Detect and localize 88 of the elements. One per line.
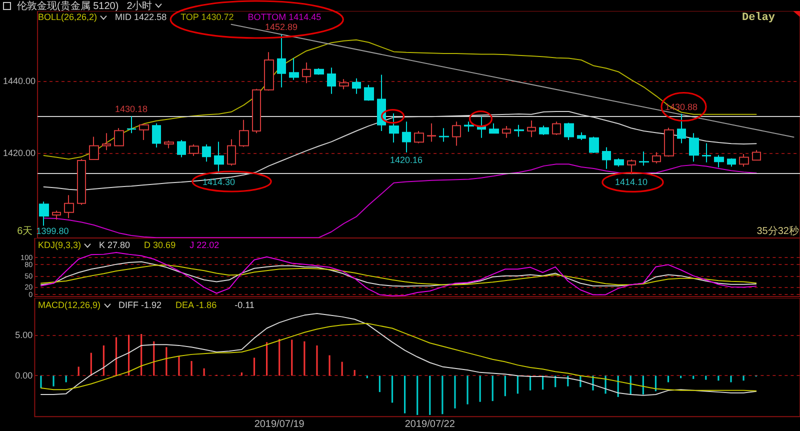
annotation: 1452.89 bbox=[264, 22, 298, 32]
candlestick bbox=[327, 67, 336, 94]
candlestick bbox=[77, 158, 86, 206]
legend-title: KDJ(9,3,3) bbox=[38, 240, 82, 250]
x-tick-label: 2019/07/19 bbox=[254, 419, 305, 430]
candlestick bbox=[302, 62, 311, 84]
y-tick-label: 0.00 bbox=[15, 371, 33, 382]
candlestick bbox=[564, 122, 574, 140]
annotation: 1414.30 bbox=[202, 176, 236, 186]
candlestick bbox=[314, 68, 324, 76]
candlestick bbox=[577, 132, 586, 140]
y-tick-label: 1440.00 bbox=[2, 76, 36, 86]
candlestick bbox=[264, 52, 274, 92]
annotation: 1414.10 bbox=[614, 177, 648, 188]
candlestick bbox=[52, 210, 61, 220]
candlestick bbox=[639, 151, 649, 166]
candlestick bbox=[714, 154, 724, 168]
candlestick bbox=[689, 132, 699, 162]
text: J 22.02 bbox=[190, 240, 220, 250]
candlestick bbox=[402, 121, 411, 153]
candlestick bbox=[427, 122, 436, 142]
candlestick bbox=[202, 144, 211, 162]
annotation: -0.11 bbox=[234, 300, 254, 312]
candlestick bbox=[289, 58, 299, 80]
candlestick bbox=[514, 124, 524, 138]
annotation: 1420.16 bbox=[390, 155, 423, 166]
candlestick bbox=[702, 142, 711, 163]
line-series bbox=[40, 323, 757, 392]
candlestick bbox=[752, 150, 761, 161]
candlestick bbox=[152, 122, 161, 148]
candlestick bbox=[552, 121, 561, 136]
candlestick bbox=[252, 88, 261, 134]
candlestick bbox=[364, 84, 374, 102]
chart-title: 伦敦金现(贵金属 5120) bbox=[17, 0, 119, 12]
candlestick bbox=[664, 127, 674, 158]
candlestick bbox=[614, 158, 624, 168]
text: 6天 bbox=[17, 226, 33, 237]
legend-title: BOLL(26,26,2) bbox=[38, 12, 98, 23]
candlestick bbox=[89, 136, 99, 160]
candlestick bbox=[127, 116, 136, 134]
line-series bbox=[40, 252, 757, 296]
candlestick bbox=[677, 113, 686, 144]
candlestick bbox=[527, 120, 536, 138]
series-label: D 30.69 bbox=[144, 240, 176, 250]
candlestick bbox=[452, 121, 461, 146]
candlestick bbox=[627, 158, 636, 175]
y-tick-label: 5.00 bbox=[15, 330, 33, 340]
annotation: Delay bbox=[742, 12, 775, 25]
candlestick bbox=[377, 74, 386, 132]
candlestick bbox=[164, 140, 174, 149]
candlestick bbox=[352, 78, 361, 94]
candlestick bbox=[339, 78, 349, 90]
candlestick bbox=[414, 130, 424, 144]
candlestick bbox=[64, 194, 74, 219]
candlestick bbox=[439, 128, 449, 142]
text: TOP 1430.72 bbox=[180, 12, 234, 23]
x-tick-label: 2019/07/22 bbox=[404, 419, 456, 430]
candlestick bbox=[539, 125, 549, 136]
y-tick-label: 1420.00 bbox=[2, 148, 36, 158]
candlestick bbox=[102, 132, 111, 151]
candlestick bbox=[464, 121, 474, 132]
candlestick bbox=[39, 201, 49, 226]
candlestick bbox=[214, 141, 224, 174]
candlestick bbox=[277, 34, 286, 88]
candlestick bbox=[239, 119, 249, 148]
candlestick bbox=[139, 123, 149, 140]
candlestick bbox=[602, 146, 611, 170]
legend-label: DIFF -1.92 bbox=[118, 300, 162, 312]
legend-title: MACD(12,26,9) bbox=[38, 300, 101, 312]
candlestick bbox=[727, 158, 736, 168]
chart-subtitle: 2小时 bbox=[126, 0, 152, 12]
candlestick bbox=[114, 128, 124, 147]
legend-label: MID 1422.58 bbox=[115, 12, 167, 23]
line-series bbox=[40, 313, 757, 396]
text: BOTTOM 1414.45 bbox=[248, 12, 322, 23]
legend-label: K 27.80 bbox=[99, 240, 130, 250]
candlestick bbox=[177, 139, 186, 158]
text: DEA -1.86 bbox=[176, 300, 217, 312]
candlestick bbox=[227, 138, 236, 166]
annotation: 35分32秒 bbox=[756, 226, 799, 237]
candlestick bbox=[502, 125, 511, 138]
candlestick bbox=[589, 136, 599, 154]
candlestick bbox=[389, 112, 399, 144]
candlestick bbox=[652, 152, 661, 164]
candlestick bbox=[739, 154, 749, 168]
candlestick bbox=[189, 144, 199, 156]
annotation: 1430.18 bbox=[115, 104, 148, 114]
candlestick bbox=[489, 122, 499, 134]
